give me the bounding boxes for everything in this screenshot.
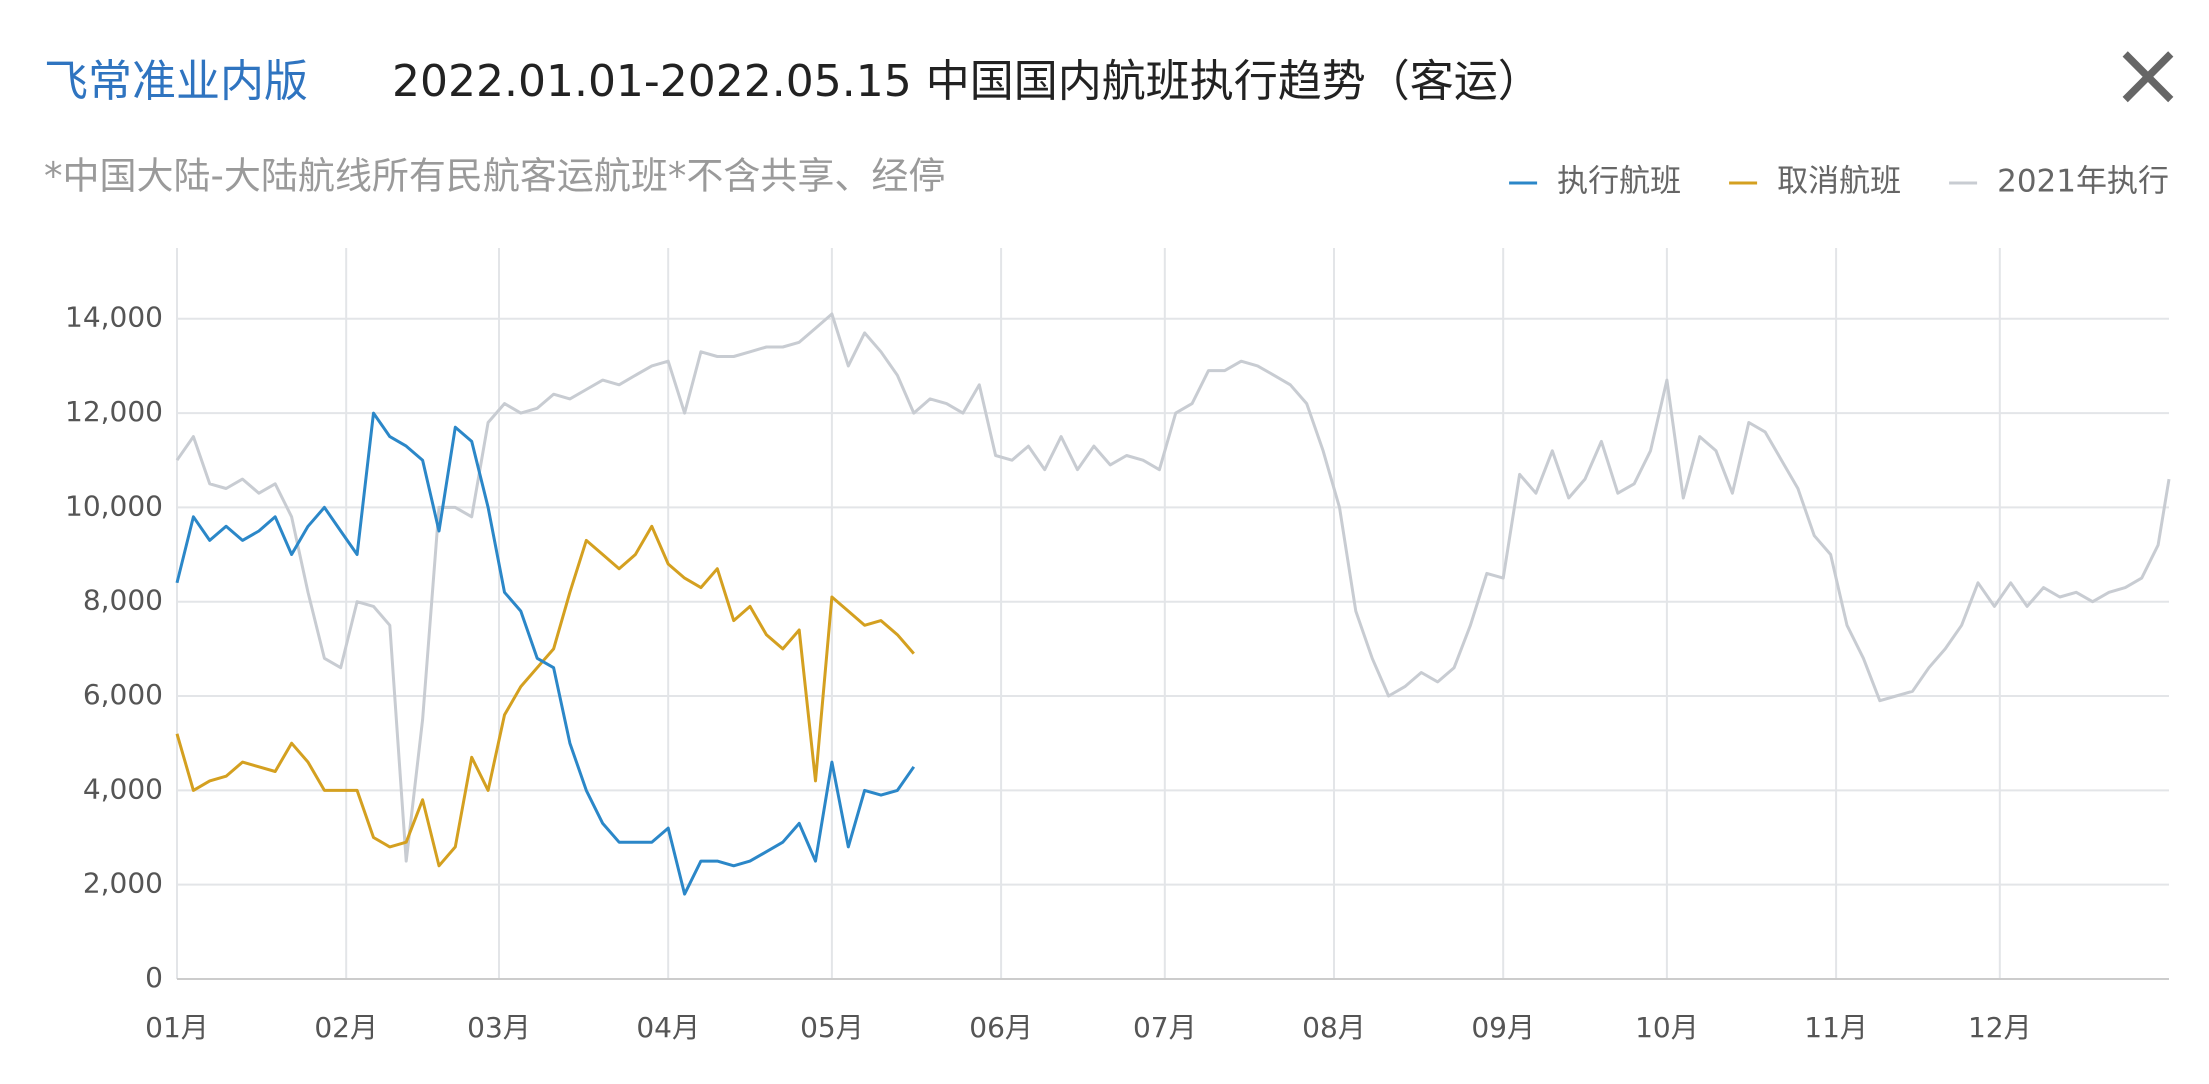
- legend-label: 2021年执行: [1997, 164, 2169, 200]
- x-tick-label: 03月: [467, 1011, 531, 1044]
- x-tick-label: 11月: [1804, 1011, 1868, 1044]
- y-tick-label: 0: [145, 961, 163, 994]
- x-tick-label: 09月: [1471, 1011, 1535, 1044]
- series-line: [175, 524, 915, 868]
- x-tick-label: 10月: [1635, 1011, 1699, 1044]
- y-tick-label: 12,000: [65, 395, 163, 428]
- x-tick-label: 12月: [1968, 1011, 2032, 1044]
- y-tick-label: 14,000: [65, 301, 163, 334]
- x-tick-label: 06月: [969, 1011, 1033, 1044]
- y-tick-label: 8,000: [83, 584, 163, 617]
- y-tick-label: 6,000: [83, 678, 163, 711]
- x-tick-label: 02月: [314, 1011, 378, 1044]
- y-tick-label: 2,000: [83, 867, 163, 900]
- x-tick-label: 04月: [636, 1011, 700, 1044]
- x-tick-label: 05月: [800, 1011, 864, 1044]
- y-tick-label: 10,000: [65, 489, 163, 522]
- chart-subtitle: *中国大陆-大陆航线所有民航客运航班*不含共享、经停: [44, 155, 945, 198]
- series-line: [175, 411, 916, 896]
- series-line: [175, 312, 2171, 863]
- chart-title: 2022.01.01-2022.05.15 中国国内航班执行趋势（客运）: [392, 56, 1542, 107]
- x-tick-label: 08月: [1302, 1011, 1366, 1044]
- y-tick-label: 4,000: [83, 772, 163, 805]
- x-tick-label: 07月: [1133, 1011, 1197, 1044]
- legend-label: 取消航班: [1777, 164, 1901, 200]
- x-tick-label: 01月: [145, 1011, 209, 1044]
- brand: 飞常准业内版: [44, 56, 308, 107]
- close-button[interactable]: ×: [2110, 22, 2185, 127]
- legend-label: 执行航班: [1557, 164, 1681, 200]
